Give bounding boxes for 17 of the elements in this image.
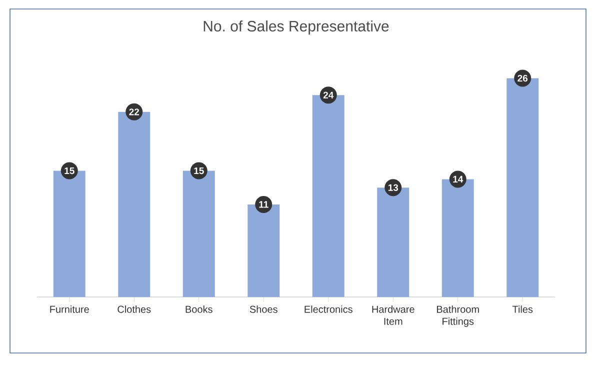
x-tick-label: Clothes: [118, 306, 151, 313]
data-label: 11: [259, 201, 268, 208]
x-tick-label: Hardware Item: [372, 306, 414, 325]
data-label: 24: [323, 92, 334, 98]
data-label: 15: [64, 167, 74, 174]
x-tick-label: Furniture: [50, 306, 89, 313]
x-tick-label: Electronics: [304, 306, 352, 313]
data-label: 15: [194, 167, 204, 174]
data-label: 26: [518, 74, 528, 82]
x-tick-label: Shoes: [250, 306, 278, 313]
data-label: 13: [388, 184, 398, 191]
x-tick-label: Tiles: [512, 306, 533, 313]
data-label: 22: [129, 108, 140, 116]
data-label: 14: [453, 176, 464, 182]
x-tick-label: Books: [186, 306, 212, 313]
x-tick-label: Bathroom Fittings: [437, 306, 479, 327]
chart-title: No. of Sales Representative: [204, 20, 389, 34]
